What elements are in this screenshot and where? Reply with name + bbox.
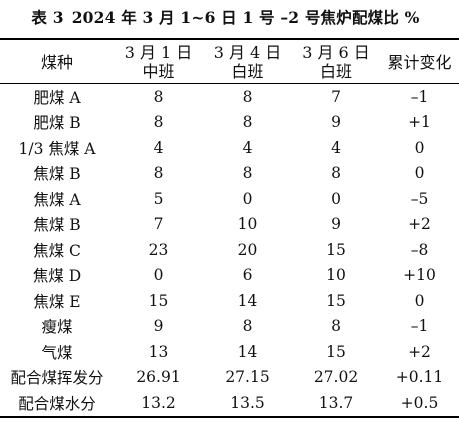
table-row: 肥煤 A 8 8 7 –1	[0, 84, 459, 110]
table-row: 气煤 13 14 15 +2	[0, 339, 459, 365]
cell-coal-type: 配合煤挥发分	[10, 369, 104, 388]
cell-cumulative-change: +2	[408, 342, 431, 361]
header-cumulative-change: 累计变化	[380, 39, 459, 84]
cell-mar-1: 13	[148, 342, 169, 361]
cell-cumulative-change: +1	[408, 113, 431, 132]
cell-mar-4: 0	[242, 189, 253, 208]
header-mar-6-day-shift: 3 月 6 日 白班	[292, 39, 380, 84]
header-coal-type: 煤种	[0, 39, 114, 84]
header-line: 白班	[231, 62, 264, 81]
cell-cumulative-change: 0	[414, 291, 425, 310]
cell-mar-1: 8	[153, 164, 164, 183]
cell-cumulative-change: 0	[414, 138, 425, 157]
cell-coal-type: 1/3 焦煤 A	[18, 139, 96, 158]
table-row: 焦煤 D 0 6 10 +10	[0, 263, 459, 289]
table-row: 焦煤 C 23 20 15 –8	[0, 237, 459, 263]
header-line: 3 月 4 日	[213, 43, 282, 62]
cell-cumulative-change: +0.5	[400, 393, 439, 412]
cell-mar-6: 9	[331, 215, 341, 234]
cell-mar-4: 10	[237, 215, 258, 234]
header-line: 3 月 1 日	[124, 43, 193, 62]
cell-coal-type: 焦煤 B	[33, 216, 81, 235]
cell-mar-6: 8	[331, 164, 341, 183]
cell-mar-1: 8	[153, 113, 164, 132]
cell-mar-4: 8	[242, 113, 253, 132]
table-body: 肥煤 A 8 8 7 –1 肥煤 B 8 8 9 +1 1/3 焦煤 A 4 4 4 0 焦煤 B 8 8 8 0 焦煤…	[0, 84, 459, 417]
table-row: 1/3 焦煤 A 4 4 4 0	[0, 135, 459, 161]
cell-mar-1: 7	[153, 215, 164, 234]
cell-mar-1: 9	[153, 317, 164, 336]
table-row: 肥煤 B 8 8 9 +1	[0, 110, 459, 136]
cell-mar-6: 9	[331, 113, 341, 132]
table-row: 焦煤 B 7 10 9 +2	[0, 212, 459, 238]
cell-coal-type: 瘦煤	[41, 318, 73, 337]
cell-mar-6: 4	[331, 138, 341, 157]
coal-blend-table: 煤种 3 月 1 日 中班 3 月 4 日 白班 3 月 6 日 白班 累计变化	[0, 38, 459, 418]
cell-coal-type: 气煤	[41, 343, 73, 362]
cell-mar-6: 15	[326, 291, 346, 310]
table-title: 2024 年 3 月 1~6 日 1 号 –2 号焦炉配煤比 %	[71, 8, 420, 27]
cell-mar-4: 8	[242, 164, 253, 183]
cell-coal-type: 焦煤 E	[33, 292, 81, 311]
cell-mar-4: 4	[242, 138, 253, 157]
table-row: 配合煤水分 13.2 13.5 13.7 +0.5	[0, 390, 459, 417]
cell-mar-4: 20	[237, 240, 258, 259]
cell-mar-6: 15	[326, 342, 346, 361]
cell-mar-6: 15	[326, 240, 346, 259]
header-line: 煤种	[40, 52, 73, 72]
cell-mar-4: 13.5	[230, 393, 265, 412]
header-line: 累计变化	[387, 52, 452, 72]
cell-cumulative-change: –1	[410, 317, 429, 336]
cell-mar-1: 23	[148, 240, 169, 259]
header-mar-1-middle-shift: 3 月 1 日 中班	[114, 39, 203, 84]
cell-mar-1: 26.91	[136, 368, 181, 387]
cell-coal-type: 肥煤 B	[33, 114, 81, 133]
cell-mar-4: 8	[242, 317, 253, 336]
cell-coal-type: 肥煤 A	[33, 88, 81, 107]
cell-mar-6: 8	[331, 317, 341, 336]
header-line: 3 月 6 日	[302, 43, 370, 62]
cell-cumulative-change: –8	[410, 240, 429, 259]
table-row: 配合煤挥发分 26.91 27.15 27.02 +0.11	[0, 365, 459, 391]
cell-cumulative-change: +2	[408, 215, 431, 234]
cell-coal-type: 焦煤 C	[33, 241, 81, 260]
cell-mar-4: 8	[242, 87, 253, 106]
table-caption: 表 3 2024 年 3 月 1~6 日 1 号 –2 号焦炉配煤比 %	[0, 6, 459, 28]
cell-mar-1: 0	[153, 266, 164, 285]
header-line: 白班	[319, 62, 352, 81]
table-row: 瘦煤 9 8 8 –1	[0, 314, 459, 340]
cell-cumulative-change: –1	[410, 87, 429, 106]
table-number: 表 3	[31, 8, 64, 27]
header-mar-4-day-shift: 3 月 4 日 白班	[203, 39, 292, 84]
cell-mar-4: 14	[237, 291, 258, 310]
cell-mar-6: 0	[331, 189, 341, 208]
cell-mar-1: 4	[153, 138, 164, 157]
cell-mar-1: 8	[153, 87, 164, 106]
cell-mar-1: 15	[148, 291, 169, 310]
cell-cumulative-change: +10	[403, 266, 436, 285]
cell-cumulative-change: –5	[410, 189, 429, 208]
cell-mar-4: 14	[237, 342, 258, 361]
table-row: 焦煤 A 5 0 0 –5	[0, 186, 459, 212]
cell-cumulative-change: +0.11	[395, 368, 444, 387]
cell-mar-6: 13.7	[318, 393, 354, 412]
cell-coal-type: 焦煤 B	[33, 165, 81, 184]
cell-mar-6: 10	[326, 266, 346, 285]
table-row: 焦煤 B 8 8 8 0	[0, 161, 459, 187]
table-header-row: 煤种 3 月 1 日 中班 3 月 4 日 白班 3 月 6 日 白班 累计变化	[0, 39, 459, 84]
cell-coal-type: 焦煤 D	[32, 267, 82, 286]
cell-coal-type: 焦煤 A	[33, 190, 81, 209]
table-row: 焦煤 E 15 14 15 0	[0, 288, 459, 314]
cell-coal-type: 配合煤水分	[18, 394, 96, 413]
cell-mar-1: 13.2	[141, 393, 176, 412]
cell-cumulative-change: 0	[414, 164, 425, 183]
cell-mar-6: 7	[331, 87, 341, 106]
cell-mar-4: 6	[242, 266, 253, 285]
cell-mar-4: 27.15	[225, 368, 270, 387]
header-line: 中班	[142, 62, 175, 81]
cell-mar-6: 27.02	[313, 368, 359, 387]
cell-mar-1: 5	[153, 189, 164, 208]
